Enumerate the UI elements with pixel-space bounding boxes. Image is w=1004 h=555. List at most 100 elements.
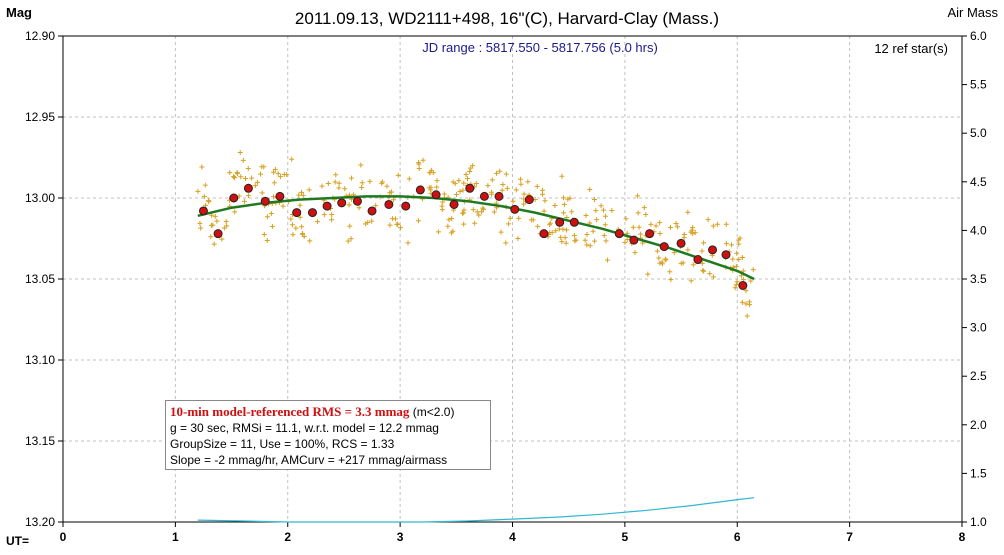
raw-point — [373, 203, 379, 209]
raw-point — [516, 215, 522, 221]
raw-point — [699, 248, 705, 254]
y2-tick-label: 4.0 — [970, 223, 987, 237]
raw-point — [480, 205, 486, 211]
raw-point — [645, 271, 651, 277]
raw-point — [564, 227, 570, 233]
raw-point — [636, 224, 642, 230]
x-axis-label: UT= — [6, 534, 29, 548]
model-curve-group — [197, 195, 755, 281]
raw-point — [440, 199, 446, 205]
raw-point — [240, 157, 246, 163]
binned-point — [307, 208, 317, 218]
x-tick-label: 6 — [734, 530, 741, 544]
raw-point — [473, 181, 479, 187]
binned-point — [510, 204, 520, 214]
raw-point — [384, 183, 390, 189]
raw-point — [223, 218, 229, 224]
raw-point — [673, 221, 679, 227]
raw-point — [232, 209, 238, 215]
raw-point — [453, 191, 459, 197]
raw-point — [705, 217, 711, 223]
raw-point — [289, 156, 295, 162]
raw-point — [733, 282, 739, 288]
binned-point — [629, 235, 639, 245]
raw-point — [659, 259, 665, 265]
raw-point — [591, 197, 597, 203]
raw-point — [685, 209, 691, 215]
x-tick-label: 2 — [284, 530, 291, 544]
raw-point — [736, 256, 742, 262]
raw-point — [590, 228, 596, 234]
raw-point — [387, 222, 393, 228]
raw-point — [602, 222, 608, 228]
raw-point — [347, 223, 353, 229]
raw-point — [210, 222, 216, 228]
x-tick-label: 7 — [846, 530, 853, 544]
raw-point — [460, 187, 466, 193]
binned-point — [676, 238, 686, 248]
raw-point — [539, 187, 545, 193]
y-tick-label: 12.95 — [25, 110, 55, 124]
raw-point — [736, 237, 742, 243]
raw-point — [329, 211, 335, 217]
raw-point — [593, 208, 599, 214]
raw-point — [656, 255, 662, 261]
raw-point — [298, 189, 304, 195]
raw-point — [269, 224, 275, 230]
raw-point — [567, 195, 573, 201]
raw-point — [249, 175, 255, 181]
y-axis-label: Mag — [6, 5, 32, 20]
raw-point — [356, 205, 362, 211]
raw-point — [198, 225, 204, 231]
raw-point — [224, 223, 230, 229]
y2-tick-label: 2.5 — [970, 369, 987, 383]
raw-point — [569, 209, 575, 215]
raw-point — [542, 198, 548, 204]
raw-point — [264, 237, 270, 243]
x-tick-label: 3 — [397, 530, 404, 544]
raw-point — [624, 236, 630, 242]
raw-point — [202, 182, 208, 188]
raw-point — [732, 285, 738, 291]
raw-point — [654, 248, 660, 254]
binned-point — [708, 245, 718, 255]
raw-point — [306, 187, 312, 193]
binned-point — [645, 229, 655, 239]
raw-point — [729, 242, 735, 248]
raw-point — [231, 174, 237, 180]
raw-point — [701, 240, 707, 246]
binned-point — [229, 193, 239, 203]
binned-point — [738, 280, 748, 290]
y2-tick-label: 5.0 — [970, 126, 987, 140]
raw-point — [272, 166, 278, 172]
raw-point — [416, 165, 422, 171]
raw-point — [623, 216, 629, 222]
raw-point — [525, 179, 531, 185]
raw-point — [707, 271, 713, 277]
raw-point — [584, 231, 590, 237]
binned-point — [479, 191, 489, 201]
raw-measurements — [195, 150, 756, 319]
grid-lines — [63, 36, 962, 522]
raw-point — [395, 172, 401, 178]
raw-point — [232, 175, 238, 181]
y2-axis-label: Air Mass — [947, 5, 998, 20]
raw-point — [398, 225, 404, 231]
airmass-curve — [197, 497, 755, 523]
raw-point — [299, 224, 305, 230]
raw-point — [598, 203, 604, 209]
raw-point — [723, 241, 729, 247]
rms-info-box: 10-min model-referenced RMS = 3.3 mmag (… — [165, 400, 491, 470]
raw-point — [206, 199, 212, 205]
raw-point — [280, 203, 286, 209]
raw-point — [441, 191, 447, 197]
raw-point — [296, 192, 302, 198]
rms-value: 10-min model-referenced RMS = 3.3 mmag — [170, 404, 410, 419]
raw-point — [559, 239, 565, 245]
y-tick-label: 13.15 — [25, 434, 55, 448]
raw-point — [503, 240, 509, 246]
raw-point — [739, 255, 745, 261]
binned-point — [292, 208, 302, 218]
